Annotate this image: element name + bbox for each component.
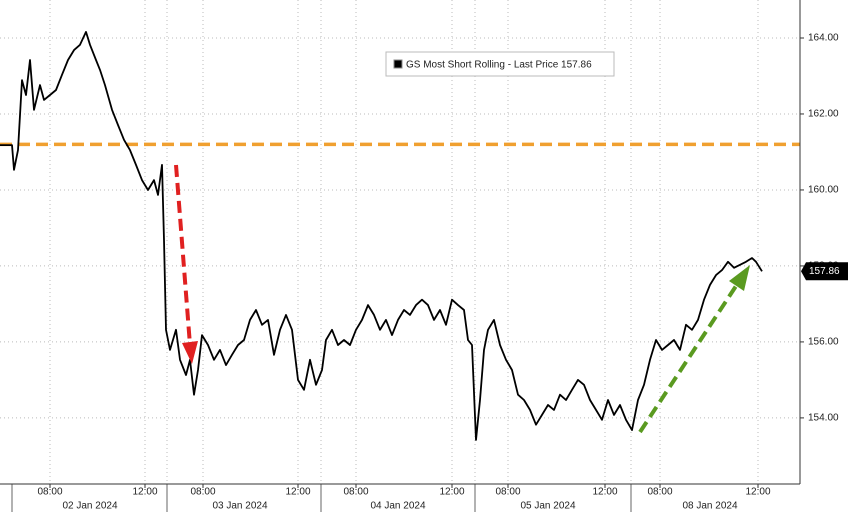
day-label: 04 Jan 2024: [370, 501, 425, 512]
arrow-up: [638, 281, 740, 434]
legend-label: GS Most Short Rolling - Last Price 157.8…: [406, 60, 592, 71]
legend: GS Most Short Rolling - Last Price 157.8…: [385, 51, 615, 77]
x-tick-label: 08:00: [647, 487, 672, 498]
x-tick-label: 12:00: [439, 487, 464, 498]
x-tick-label: 12:00: [132, 487, 157, 498]
y-tick-label: 160.00: [808, 185, 839, 196]
day-label: 08 Jan 2024: [682, 501, 737, 512]
x-tick-label: 08:00: [495, 487, 520, 498]
legend-swatch: [393, 59, 403, 69]
y-tick-label: 154.00: [808, 413, 839, 424]
y-tick-label: 162.00: [808, 109, 839, 120]
day-label: 02 Jan 2024: [62, 501, 117, 512]
arrow-down: [174, 164, 192, 346]
y-tick-label: 164.00: [808, 33, 839, 44]
y-tick-label: 156.00: [808, 337, 839, 348]
day-label: 05 Jan 2024: [520, 501, 575, 512]
arrow-head: [729, 265, 750, 291]
last-price-label: 157.86: [809, 266, 840, 277]
x-tick-label: 08:00: [37, 487, 62, 498]
line: [0, 31, 763, 441]
last-price-box: [801, 262, 848, 281]
x-tick-label: 12:00: [745, 487, 770, 498]
plot: [0, 31, 800, 441]
legend-box: [385, 51, 615, 77]
x-tick-label: 12:00: [592, 487, 617, 498]
x-tick-label: 08:00: [190, 487, 215, 498]
x-tick-label: 08:00: [343, 487, 368, 498]
day-label: 03 Jan 2024: [212, 501, 267, 512]
grid: [0, 0, 800, 484]
arrow-head: [182, 341, 198, 364]
x-tick-label: 12:00: [285, 487, 310, 498]
